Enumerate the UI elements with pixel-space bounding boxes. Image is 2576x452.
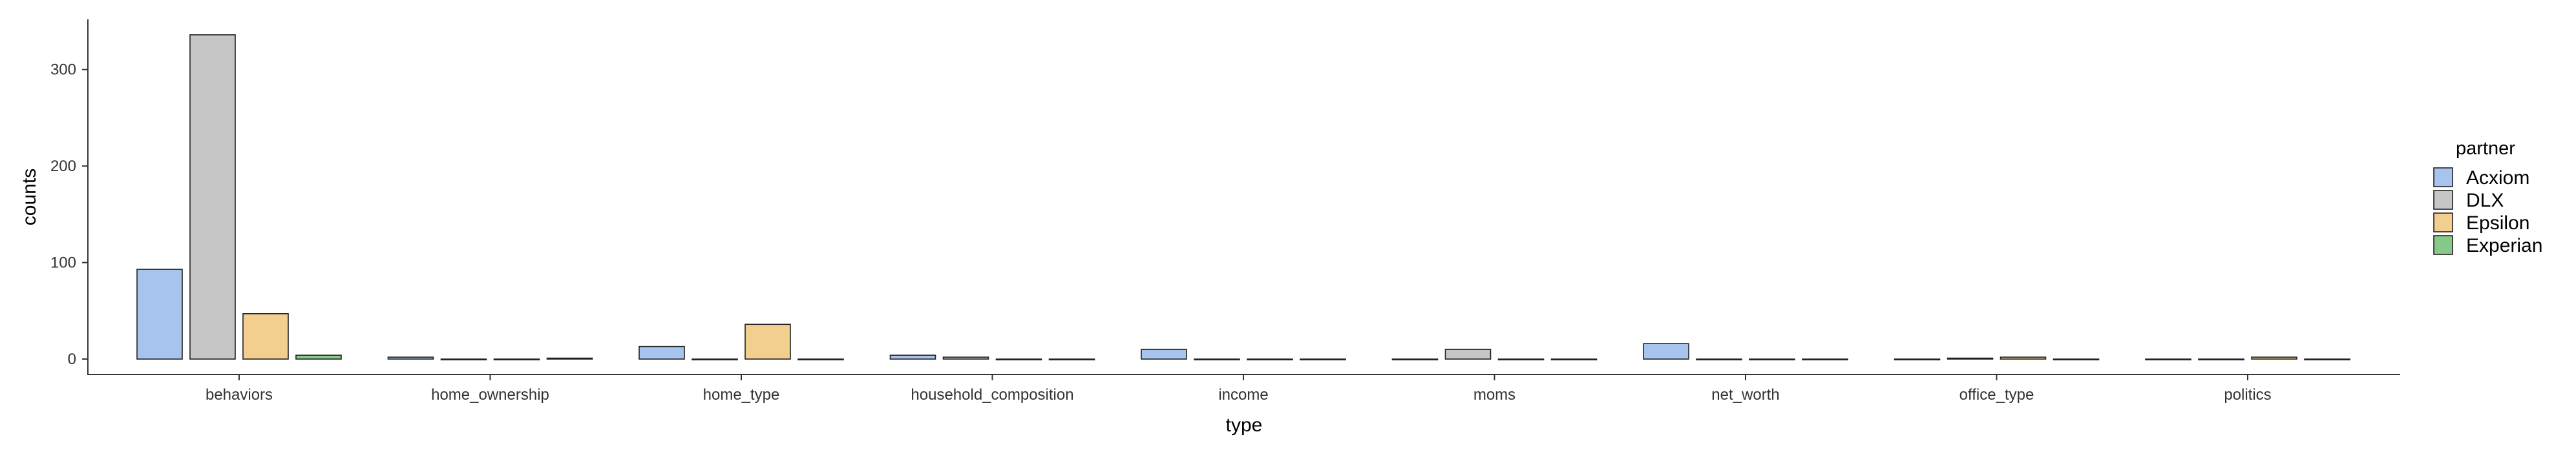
legend-key-acxiom [2433, 167, 2453, 187]
bar-epsilon-moms [1497, 358, 1545, 361]
y-axis-ticks: 0 100 200 300 [50, 61, 88, 368]
bar-experian-behaviors [295, 354, 342, 360]
bar-acxiom-home_type [639, 345, 685, 360]
x-tick-label-income: income [1218, 386, 1268, 404]
bar-epsilon-office_type [2000, 356, 2047, 360]
bar-dlx-moms [1444, 349, 1492, 360]
bar-epsilon-home_type [744, 324, 791, 360]
bar-acxiom-politics [2145, 358, 2191, 361]
x-tick-label-politics: politics [2224, 386, 2271, 404]
bar-epsilon-home_ownership [493, 358, 540, 361]
bar-experian-moms [1550, 358, 1598, 361]
bar-acxiom-household_composition [889, 354, 936, 360]
y-tick-label: 300 [50, 61, 76, 79]
bar-acxiom-moms [1391, 358, 1439, 361]
y-tick-label: 200 [50, 158, 76, 175]
bar-dlx-net_worth [1696, 358, 1742, 361]
y-axis-title: counts [19, 169, 40, 225]
bar-dlx-home_ownership [440, 358, 487, 361]
x-tick-label-net_worth: net_worth [1711, 386, 1779, 404]
bar-epsilon-behaviors [242, 313, 289, 360]
x-tick-label-household_composition: household_composition [911, 386, 1073, 404]
x-tick-label-moms: moms [1473, 386, 1515, 404]
bar-epsilon-income [1247, 358, 1293, 361]
bar-experian-office_type [2053, 358, 2100, 361]
bar-dlx-household_composition [942, 356, 989, 360]
bar-acxiom-net_worth [1643, 343, 1689, 360]
y-tick-label: 0 [68, 351, 76, 368]
legend-title: partner [2456, 138, 2515, 159]
legend-label-experian: Experian [2466, 235, 2542, 256]
bar-dlx-politics [2198, 358, 2244, 361]
bar-acxiom-behaviors [136, 269, 183, 360]
bar-experian-home_type [797, 358, 844, 361]
legend-key-epsilon [2433, 212, 2453, 232]
bar-experian-household_composition [1048, 358, 1095, 361]
x-axis-title: type [1226, 415, 1263, 436]
legend-label-epsilon: Epsilon [2466, 212, 2529, 234]
bar-experian-home_ownership [546, 357, 593, 360]
bar-epsilon-net_worth [1749, 358, 1795, 361]
plot-bars [136, 34, 2350, 361]
y-tick-label: 100 [50, 254, 76, 272]
legend-label-dlx: DLX [2466, 190, 2504, 211]
x-tick-label-behaviors: behaviors [206, 386, 273, 404]
bar-epsilon-household_composition [995, 358, 1042, 361]
legend-key-dlx [2433, 190, 2453, 210]
bar-acxiom-office_type [1894, 358, 1941, 361]
x-tick-label-home_ownership: home_ownership [431, 386, 549, 404]
x-tick-label-home_type: home_type [703, 386, 780, 404]
bar-dlx-income [1194, 358, 1240, 361]
bar-acxiom-home_ownership [387, 356, 434, 360]
bar-acxiom-income [1141, 349, 1187, 360]
x-tick-label-office_type: office_type [1959, 386, 2034, 404]
bar-experian-politics [2304, 358, 2350, 361]
legend-label-acxiom: Acxiom [2466, 167, 2529, 189]
bar-experian-net_worth [1802, 358, 1848, 361]
bar-dlx-behaviors [189, 34, 236, 360]
legend-key-experian [2433, 235, 2453, 255]
bar-experian-income [1300, 358, 1346, 361]
x-axis-ticks: behaviors home_ownership home_type househol… [206, 375, 2272, 404]
bar-dlx-office_type [1947, 357, 1994, 360]
bar-dlx-home_type [692, 358, 738, 361]
bar-epsilon-politics [2251, 356, 2297, 360]
